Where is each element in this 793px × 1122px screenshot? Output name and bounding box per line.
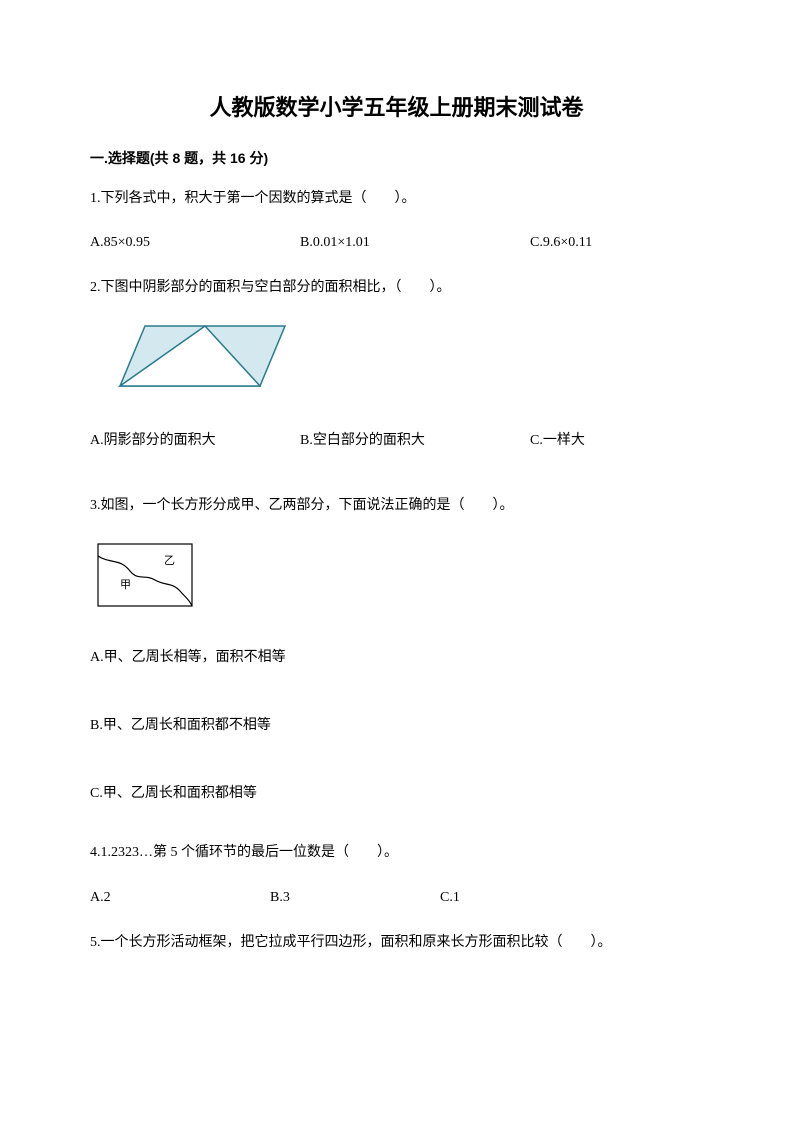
q4-option-b: B.3 — [270, 883, 440, 914]
q2-figure — [90, 318, 703, 406]
q1-option-b: B.0.01×1.01 — [300, 228, 530, 259]
q4-option-c: C.1 — [440, 883, 703, 914]
question-5: 5.一个长方形活动框架，把它拉成平行四边形，面积和原来长方形面积比较（ ）。 — [90, 928, 703, 959]
question-1: 1.下列各式中，积大于第一个因数的算式是（ ）。 — [90, 184, 703, 215]
question-2: 2.下图中阴影部分的面积与空白部分的面积相比，（ ）。 — [90, 273, 703, 304]
q2-option-b: B.空白部分的面积大 — [300, 426, 530, 457]
q3-label-yi: 乙 — [164, 554, 175, 567]
q4-option-a: A.2 — [90, 883, 270, 914]
q3-figure: 甲 乙 — [90, 536, 703, 624]
q2-option-a: A.阴影部分的面积大 — [90, 426, 300, 457]
question-3-options: A.甲、乙周长相等，面积不相等 B.甲、乙周长和面积都不相等 C.甲、乙周长和面… — [90, 644, 703, 808]
q3-option-b: B.甲、乙周长和面积都不相等 — [90, 712, 703, 740]
question-1-options: A.85×0.95 B.0.01×1.01 C.9.6×0.11 — [90, 228, 703, 259]
q1-option-a: A.85×0.95 — [90, 228, 300, 259]
q3-label-jia: 甲 — [120, 579, 131, 591]
q2-option-c: C.一样大 — [530, 426, 703, 457]
question-3: 3.如图，一个长方形分成甲、乙两部分，下面说法正确的是（ ）。 — [90, 491, 703, 522]
page-title: 人教版数学小学五年级上册期末测试卷 — [90, 90, 703, 125]
q1-option-c: C.9.6×0.11 — [530, 228, 703, 259]
q3-option-c: C.甲、乙周长和面积都相等 — [90, 780, 703, 808]
question-4: 4.1.2323…第 5 个循环节的最后一位数是（ ）。 — [90, 838, 703, 869]
section-header: 一.选择题(共 8 题，共 16 分) — [90, 147, 703, 169]
q3-option-a: A.甲、乙周长相等，面积不相等 — [90, 644, 703, 672]
question-2-options: A.阴影部分的面积大 B.空白部分的面积大 C.一样大 — [90, 426, 703, 457]
question-4-options: A.2 B.3 C.1 — [90, 883, 703, 914]
